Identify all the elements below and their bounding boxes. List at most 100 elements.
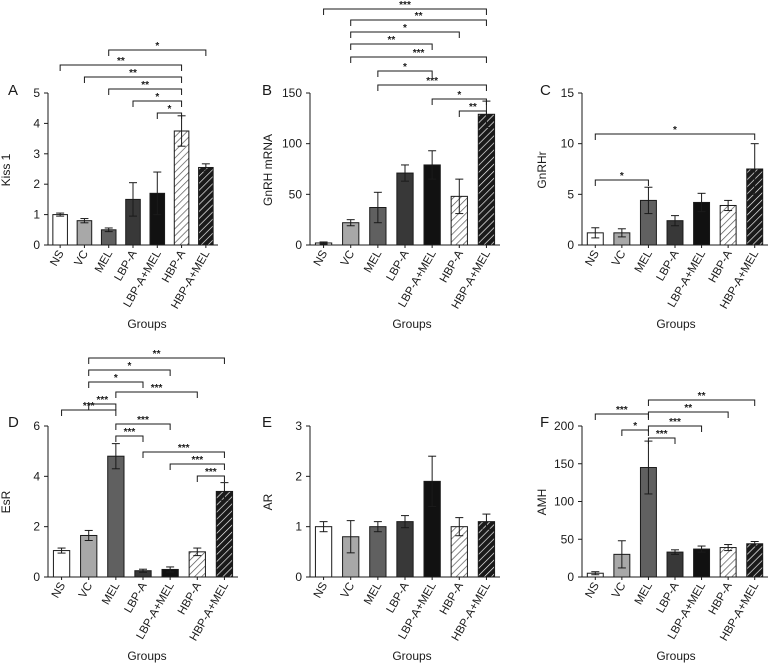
panel-e-errorbar-hbp-a: [455, 517, 464, 537]
panel-b-ytick-label: 50: [289, 187, 303, 201]
panel-e-category-label: LBP-A: [385, 580, 412, 615]
panel-b-errorbar-ns: [319, 241, 328, 245]
panel-e-bar-ns: [314, 526, 333, 578]
panel-f-ytick-label: 50: [561, 532, 575, 546]
panel-d-significance-bracket: *: [88, 361, 171, 376]
panel-b-errorbar-mel: [373, 191, 382, 224]
panel-a-significance-label: *: [167, 104, 171, 115]
panel-d-significance-label: ***: [151, 383, 163, 394]
panel-b-category-label: LBP-A: [385, 248, 412, 283]
panel-a-significance-bracket: *: [132, 92, 183, 107]
panel-f-bar-lbp-a-plus-mel: [693, 548, 711, 578]
panel-f-xlabel: Groups: [656, 649, 695, 663]
panel-f-significance-bracket: ***: [594, 405, 649, 420]
panel-f-significance-label: *: [633, 421, 637, 432]
panel-a-bar-hbp-a: [173, 130, 190, 246]
panel-c-errorbar-lbp-a-plus-mel: [697, 192, 706, 213]
panel-f-ylabel: AMH: [535, 489, 549, 516]
panel-c-errorbar-lbp-a: [671, 215, 679, 227]
panel-a-ytick-label: 1: [33, 208, 40, 222]
panel-f-significance-bracket: ***: [647, 429, 676, 444]
panel-a-significance-bracket: *: [156, 104, 183, 119]
panel-a-bar-ns: [52, 214, 68, 246]
panel-c-errorbar-mel: [644, 186, 653, 215]
panel-f-significance-label: ***: [616, 405, 628, 416]
panel-f-errorbar-hbp-a-plus-mel: [750, 541, 759, 547]
panel-b-significance-label: *: [403, 23, 407, 34]
panel-a-category-label: VC: [73, 249, 91, 269]
panel-c-category-label: LBP-A: [655, 248, 682, 283]
panel-e-letter: E: [262, 414, 272, 431]
panel-e-errorbar-lbp-a: [401, 515, 409, 529]
panel-a-errorbar-hbp-a-plus-mel: [201, 163, 210, 172]
panel-b-category-label: MEL: [362, 248, 385, 275]
panel-c-category-label: MEL: [633, 248, 656, 275]
panel-b-bar-hbp-a-plus-mel: [477, 113, 496, 246]
panel-c-significance-label: *: [673, 125, 677, 136]
panel-a-significance-bracket: **: [59, 56, 183, 71]
panel-d-ytick-label: 2: [33, 520, 40, 534]
panel-b-category-label: HBP-A: [438, 248, 466, 285]
panel-a-significance-label: **: [117, 56, 125, 67]
panel-d-significance-label: ***: [178, 443, 190, 454]
panel-d-significance-label: *: [127, 361, 131, 372]
panel-e-category-label: HBP-A: [438, 580, 466, 617]
panel-b-significance-bracket: **: [350, 35, 433, 50]
panel-c-bar-hbp-a: [719, 204, 737, 246]
panel-e-xlabel: Groups: [392, 649, 431, 663]
panel-a-letter: A: [8, 82, 18, 99]
panel-e-errorbar-lbp-a-plus-mel: [428, 455, 437, 508]
panel-b-significance-bracket: ***: [377, 76, 487, 91]
panel-d-errorbar-mel: [111, 443, 120, 470]
panel-d-significance-bracket: ***: [115, 427, 144, 442]
panel-f-significance-label: **: [698, 391, 706, 402]
panel-f-errorbar-lbp-a-plus-mel: [697, 545, 706, 553]
panel-d-bar-mel: [107, 455, 125, 578]
panel-d-errorbar-hbp-a: [193, 547, 202, 557]
panel-d-ytick-label: 4: [33, 469, 40, 483]
panel-f-category-label: VC: [610, 581, 628, 601]
panel-d-ytick-label: 0: [33, 570, 40, 584]
panel-d-xlabel: Groups: [127, 649, 166, 663]
panel-a-ytick-label: 2: [33, 177, 40, 191]
panel-f-significance-bracket: *: [621, 421, 649, 436]
panel-b-significance-label: **: [388, 35, 396, 46]
panel-d-significance-label: **: [153, 349, 161, 360]
panel-e-category-label: VC: [339, 581, 357, 601]
panel-a-category-label: NS: [48, 248, 67, 268]
panel-b-significance-bracket: *: [431, 90, 487, 105]
panel-a-significance-label: *: [155, 92, 159, 103]
panel-d-significance-label: ***: [124, 427, 136, 438]
panel-b-letter: B: [262, 82, 272, 99]
panel-b-significance-label: **: [469, 102, 477, 113]
panel-c-significance-bracket: *: [594, 125, 756, 140]
panel-d-letter: D: [8, 414, 19, 431]
panel-f-errorbar-hbp-a: [724, 544, 733, 552]
panel-a-bar-hbp-a-plus-mel: [198, 166, 214, 246]
panel-d-category-label: HBP-A: [176, 580, 204, 617]
panel-e-ytick-label: 3: [295, 419, 302, 433]
panel-d-bar-ns: [52, 550, 71, 578]
panel-b-category-label: VC: [339, 249, 357, 269]
panel-e-ytick-label: 1: [295, 520, 302, 534]
panel-a-significance-label: **: [141, 80, 149, 91]
panel-d-significance-bracket: ***: [115, 383, 198, 398]
panel-e-bar-lbp-a: [396, 521, 414, 578]
panel-c-ylabel: GnRHr: [535, 151, 549, 188]
panel-a-bar-vc: [76, 220, 93, 246]
panel-b-errorbar-lbp-a: [401, 164, 409, 182]
panel-c-errorbar-hbp-a-plus-mel: [750, 143, 759, 195]
panel-b-significance-bracket: **: [350, 11, 487, 26]
panel-e-ytick-label: 0: [295, 570, 302, 584]
panel-d-ytick-label: 6: [33, 419, 40, 433]
panel-d-category-label: VC: [77, 581, 95, 601]
panel-b-xlabel: Groups: [392, 317, 431, 331]
panel-b-significance-label: *: [457, 90, 461, 101]
panel-f-errorbar-lbp-a: [671, 549, 679, 555]
panel-b-category-label: NS: [312, 248, 331, 268]
panel-e-errorbar-hbp-a-plus-mel: [482, 513, 491, 530]
panel-a-significance-bracket: **: [108, 80, 183, 95]
